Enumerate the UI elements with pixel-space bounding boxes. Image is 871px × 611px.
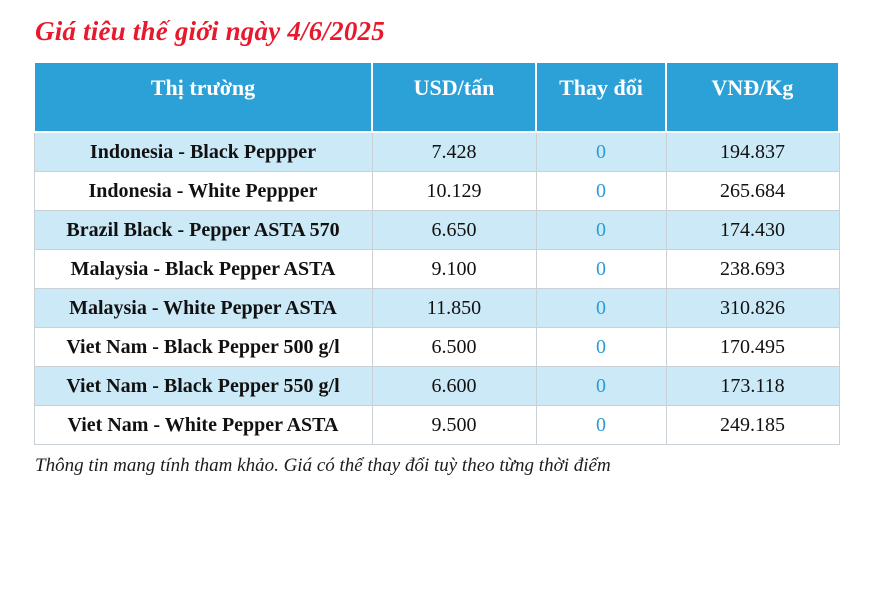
column-header-usd: USD/tấn bbox=[371, 61, 537, 133]
market-cell: Viet Nam - Black Pepper 500 g/l bbox=[33, 327, 373, 367]
page-title: Giá tiêu thế giới ngày 4/6/2025 bbox=[35, 16, 385, 46]
market-cell: Indonesia - White Peppper bbox=[33, 171, 373, 211]
market-cell: Viet Nam - White Pepper ASTA bbox=[33, 405, 373, 445]
page: Giá tiêu thế giới ngày 4/6/2025 Thị trườ… bbox=[33, 16, 840, 476]
disclaimer-text: Thông tin mang tính tham khảo. Giá có th… bbox=[35, 455, 611, 476]
change-cell: 0 bbox=[535, 405, 667, 445]
change-cell: 0 bbox=[535, 131, 667, 172]
vnd-cell: 170.495 bbox=[665, 327, 840, 367]
market-cell: Malaysia - White Pepper ASTA bbox=[33, 288, 373, 328]
table-row: Malaysia - White Pepper ASTA 11.850 0 310.8… bbox=[33, 288, 840, 328]
market-cell: Brazil Black - Pepper ASTA 570 bbox=[33, 210, 373, 250]
table-row: Indonesia - Black Peppper 7.428 0 194.837 bbox=[33, 131, 840, 172]
column-header-market: Thị trường bbox=[33, 61, 373, 133]
column-header-vnd: VNĐ/Kg bbox=[665, 61, 840, 133]
market-cell: Viet Nam - Black Pepper 550 g/l bbox=[33, 366, 373, 406]
price-table: Thị trường USD/tấn Thay đổi VNĐ/Kg Indon… bbox=[33, 61, 840, 445]
usd-cell: 6.600 bbox=[371, 366, 537, 406]
change-cell: 0 bbox=[535, 171, 667, 211]
table-row: Malaysia - Black Pepper ASTA 9.100 0 238.69… bbox=[33, 249, 840, 289]
usd-cell: 7.428 bbox=[371, 131, 537, 172]
header-row: Thị trường USD/tấn Thay đổi VNĐ/Kg bbox=[33, 61, 840, 133]
usd-cell: 10.129 bbox=[371, 171, 537, 211]
usd-cell: 6.500 bbox=[371, 327, 537, 367]
change-cell: 0 bbox=[535, 210, 667, 250]
vnd-cell: 173.118 bbox=[665, 366, 840, 406]
usd-cell: 11.850 bbox=[371, 288, 537, 328]
column-header-change: Thay đổi bbox=[535, 61, 667, 133]
table-row: Viet Nam - Black Pepper 550 g/l 6.600 0 173… bbox=[33, 366, 840, 406]
vnd-cell: 238.693 bbox=[665, 249, 840, 289]
usd-cell: 9.100 bbox=[371, 249, 537, 289]
table-row: Indonesia - White Peppper 10.129 0 265.684 bbox=[33, 171, 840, 211]
vnd-cell: 310.826 bbox=[665, 288, 840, 328]
table-row: Viet Nam - Black Pepper 500 g/l 6.500 0 170… bbox=[33, 327, 840, 367]
table-row: Brazil Black - Pepper ASTA 570 6.650 0 174.… bbox=[33, 210, 840, 250]
usd-cell: 9.500 bbox=[371, 405, 537, 445]
price-table-header: Thị trường USD/tấn Thay đổi VNĐ/Kg bbox=[33, 61, 840, 133]
vnd-cell: 265.684 bbox=[665, 171, 840, 211]
usd-cell: 6.650 bbox=[371, 210, 537, 250]
vnd-cell: 194.837 bbox=[665, 131, 840, 172]
market-cell: Malaysia - Black Pepper ASTA bbox=[33, 249, 373, 289]
change-cell: 0 bbox=[535, 288, 667, 328]
price-table-body: Indonesia - Black Peppper 7.428 0 194.837 In… bbox=[33, 131, 840, 445]
market-cell: Indonesia - Black Peppper bbox=[33, 131, 373, 172]
change-cell: 0 bbox=[535, 249, 667, 289]
change-cell: 0 bbox=[535, 327, 667, 367]
vnd-cell: 249.185 bbox=[665, 405, 840, 445]
vnd-cell: 174.430 bbox=[665, 210, 840, 250]
change-cell: 0 bbox=[535, 366, 667, 406]
table-row: Viet Nam - White Pepper ASTA 9.500 0 249.18… bbox=[33, 405, 840, 445]
